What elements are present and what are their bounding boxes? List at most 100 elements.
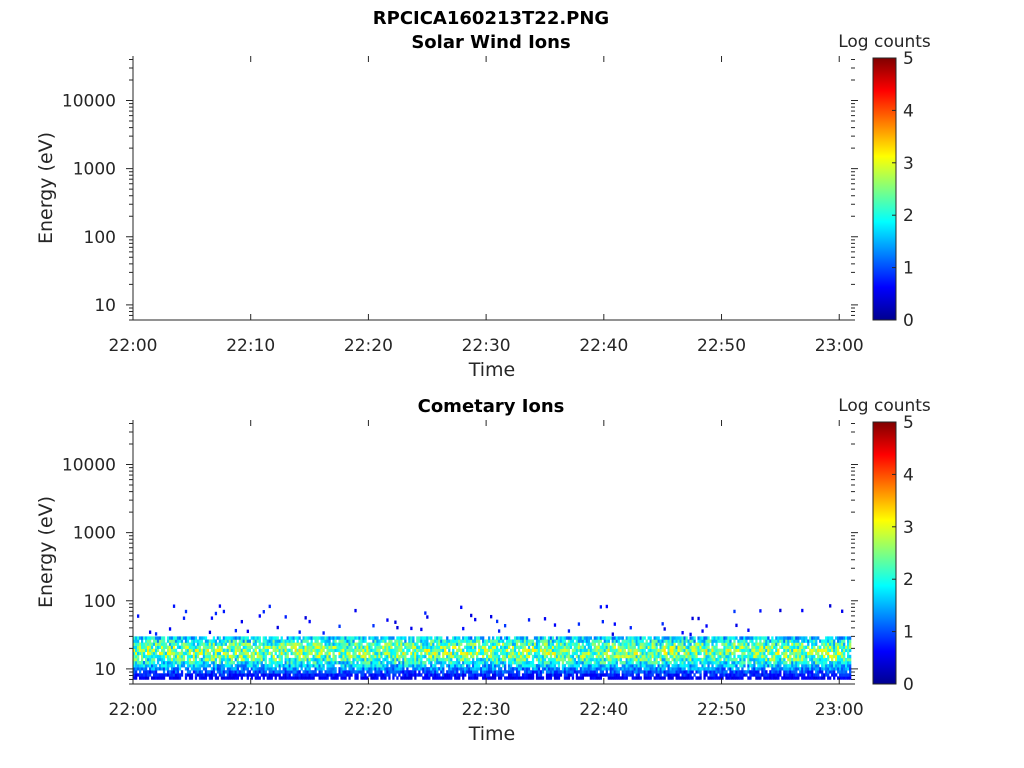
heatmap-cell (182, 645, 186, 649)
heatmap-cell (378, 670, 381, 674)
heatmap-cell (154, 673, 158, 677)
heatmap-cell (218, 670, 222, 674)
heatmap-cell (515, 676, 519, 680)
heatmap-cell (525, 639, 529, 643)
heatmap-cell (595, 670, 598, 674)
heatmap-cell (214, 651, 218, 656)
heatmap-cell (354, 676, 357, 680)
heatmap-cell (420, 642, 423, 646)
heatmap-cell (693, 645, 696, 649)
heatmap-cell (725, 651, 728, 656)
heatmap-cell (460, 664, 463, 668)
heatmap-cell (318, 660, 321, 665)
heatmap-cell (330, 636, 333, 640)
heatmap-cell (478, 673, 481, 677)
heatmap-cell (515, 636, 519, 640)
heatmap-cell (841, 670, 844, 674)
heatmap-cell (332, 667, 335, 671)
heatmap-cell (847, 660, 850, 665)
heatmap-cell (320, 667, 323, 671)
heatmap-cell (388, 651, 391, 656)
heatmap-cell (799, 645, 802, 649)
heatmap-cell (434, 651, 437, 656)
heatmap-cell (360, 657, 363, 662)
heatmap-cell (420, 667, 423, 671)
heatmap-cell (641, 670, 644, 674)
panel-title: Solar Wind Ions (411, 32, 570, 53)
heatmap-cell (699, 648, 702, 653)
heatmap-cell (462, 673, 465, 677)
heatmap-cell (521, 660, 525, 665)
heatmap-cell (154, 664, 158, 668)
heatmap-cell (623, 664, 626, 668)
heatmap-cell (338, 660, 341, 665)
heatmap-cell (537, 676, 541, 680)
heatmap-cell (521, 645, 525, 649)
heatmap-cell (539, 664, 543, 668)
heatmap-cell (675, 654, 678, 659)
heatmap-cell (426, 676, 429, 680)
colorbar-gradient (872, 57, 897, 321)
heatmap-cell (647, 645, 650, 649)
heatmap-cell (133, 670, 136, 674)
heatmap-cell (188, 676, 192, 680)
heatmap-cell (805, 670, 808, 674)
heatmap-cell (486, 654, 489, 659)
heatmap-cell (390, 654, 393, 659)
heatmap-cell (296, 651, 299, 656)
heatmap-cell (174, 667, 178, 671)
heatmap-cell (807, 639, 810, 643)
heatmap-cell (284, 657, 287, 662)
heatmap-cell (490, 642, 493, 646)
heatmap-cell (679, 645, 682, 649)
heatmap-cell (392, 636, 395, 640)
heatmap-cell (613, 651, 616, 656)
heatmap-cell (324, 673, 327, 677)
heatmap-cell (669, 670, 672, 674)
heatmap-cell (799, 648, 802, 653)
heatmap-cell (759, 676, 762, 680)
heatmap-cell (703, 651, 706, 656)
heatmap-cell (490, 651, 493, 656)
heatmap-cell (555, 645, 559, 649)
heatmap-cell (735, 623, 738, 628)
heatmap-cell (432, 639, 435, 643)
heatmap-cell (737, 642, 740, 646)
heatmap-cell (186, 636, 190, 640)
heatmap-cell (549, 648, 553, 653)
heatmap-cell (659, 664, 662, 668)
heatmap-cell (755, 654, 758, 659)
heatmap-cell (246, 648, 249, 653)
heatmap-cell (555, 676, 559, 680)
heatmap-cell (280, 676, 283, 680)
heatmap-cell (218, 636, 222, 640)
heatmap-cell (218, 657, 222, 662)
heatmap-cell (348, 676, 351, 680)
heatmap-cell (657, 636, 660, 640)
x-tick-label: 22:50 (697, 336, 746, 356)
heatmap-cell (148, 673, 152, 677)
heatmap-cell (406, 676, 409, 680)
heatmap-cell (761, 657, 764, 662)
heatmap-cell (529, 651, 533, 656)
heatmap-cell (170, 660, 174, 665)
heatmap-cell (739, 676, 742, 680)
heatmap-cell (581, 651, 585, 656)
heatmap-cell (497, 639, 501, 643)
heatmap-cell (613, 648, 616, 653)
heatmap-cell (581, 667, 585, 671)
heatmap-cell (525, 670, 529, 674)
y-tick-label: 1000 (73, 160, 116, 180)
heatmap-cell (623, 651, 626, 656)
heatmap-cell (841, 639, 844, 643)
heatmap-cell (729, 642, 732, 646)
heatmap-cell (527, 645, 531, 649)
heatmap-cell (448, 664, 451, 668)
heatmap-cell (400, 642, 403, 646)
heatmap-cell (627, 667, 630, 671)
heatmap-cell (691, 639, 694, 643)
heatmap-cell (350, 648, 353, 653)
heatmap-cell (220, 648, 224, 653)
heatmap-cell (705, 651, 708, 656)
heatmap-cell (224, 639, 228, 643)
